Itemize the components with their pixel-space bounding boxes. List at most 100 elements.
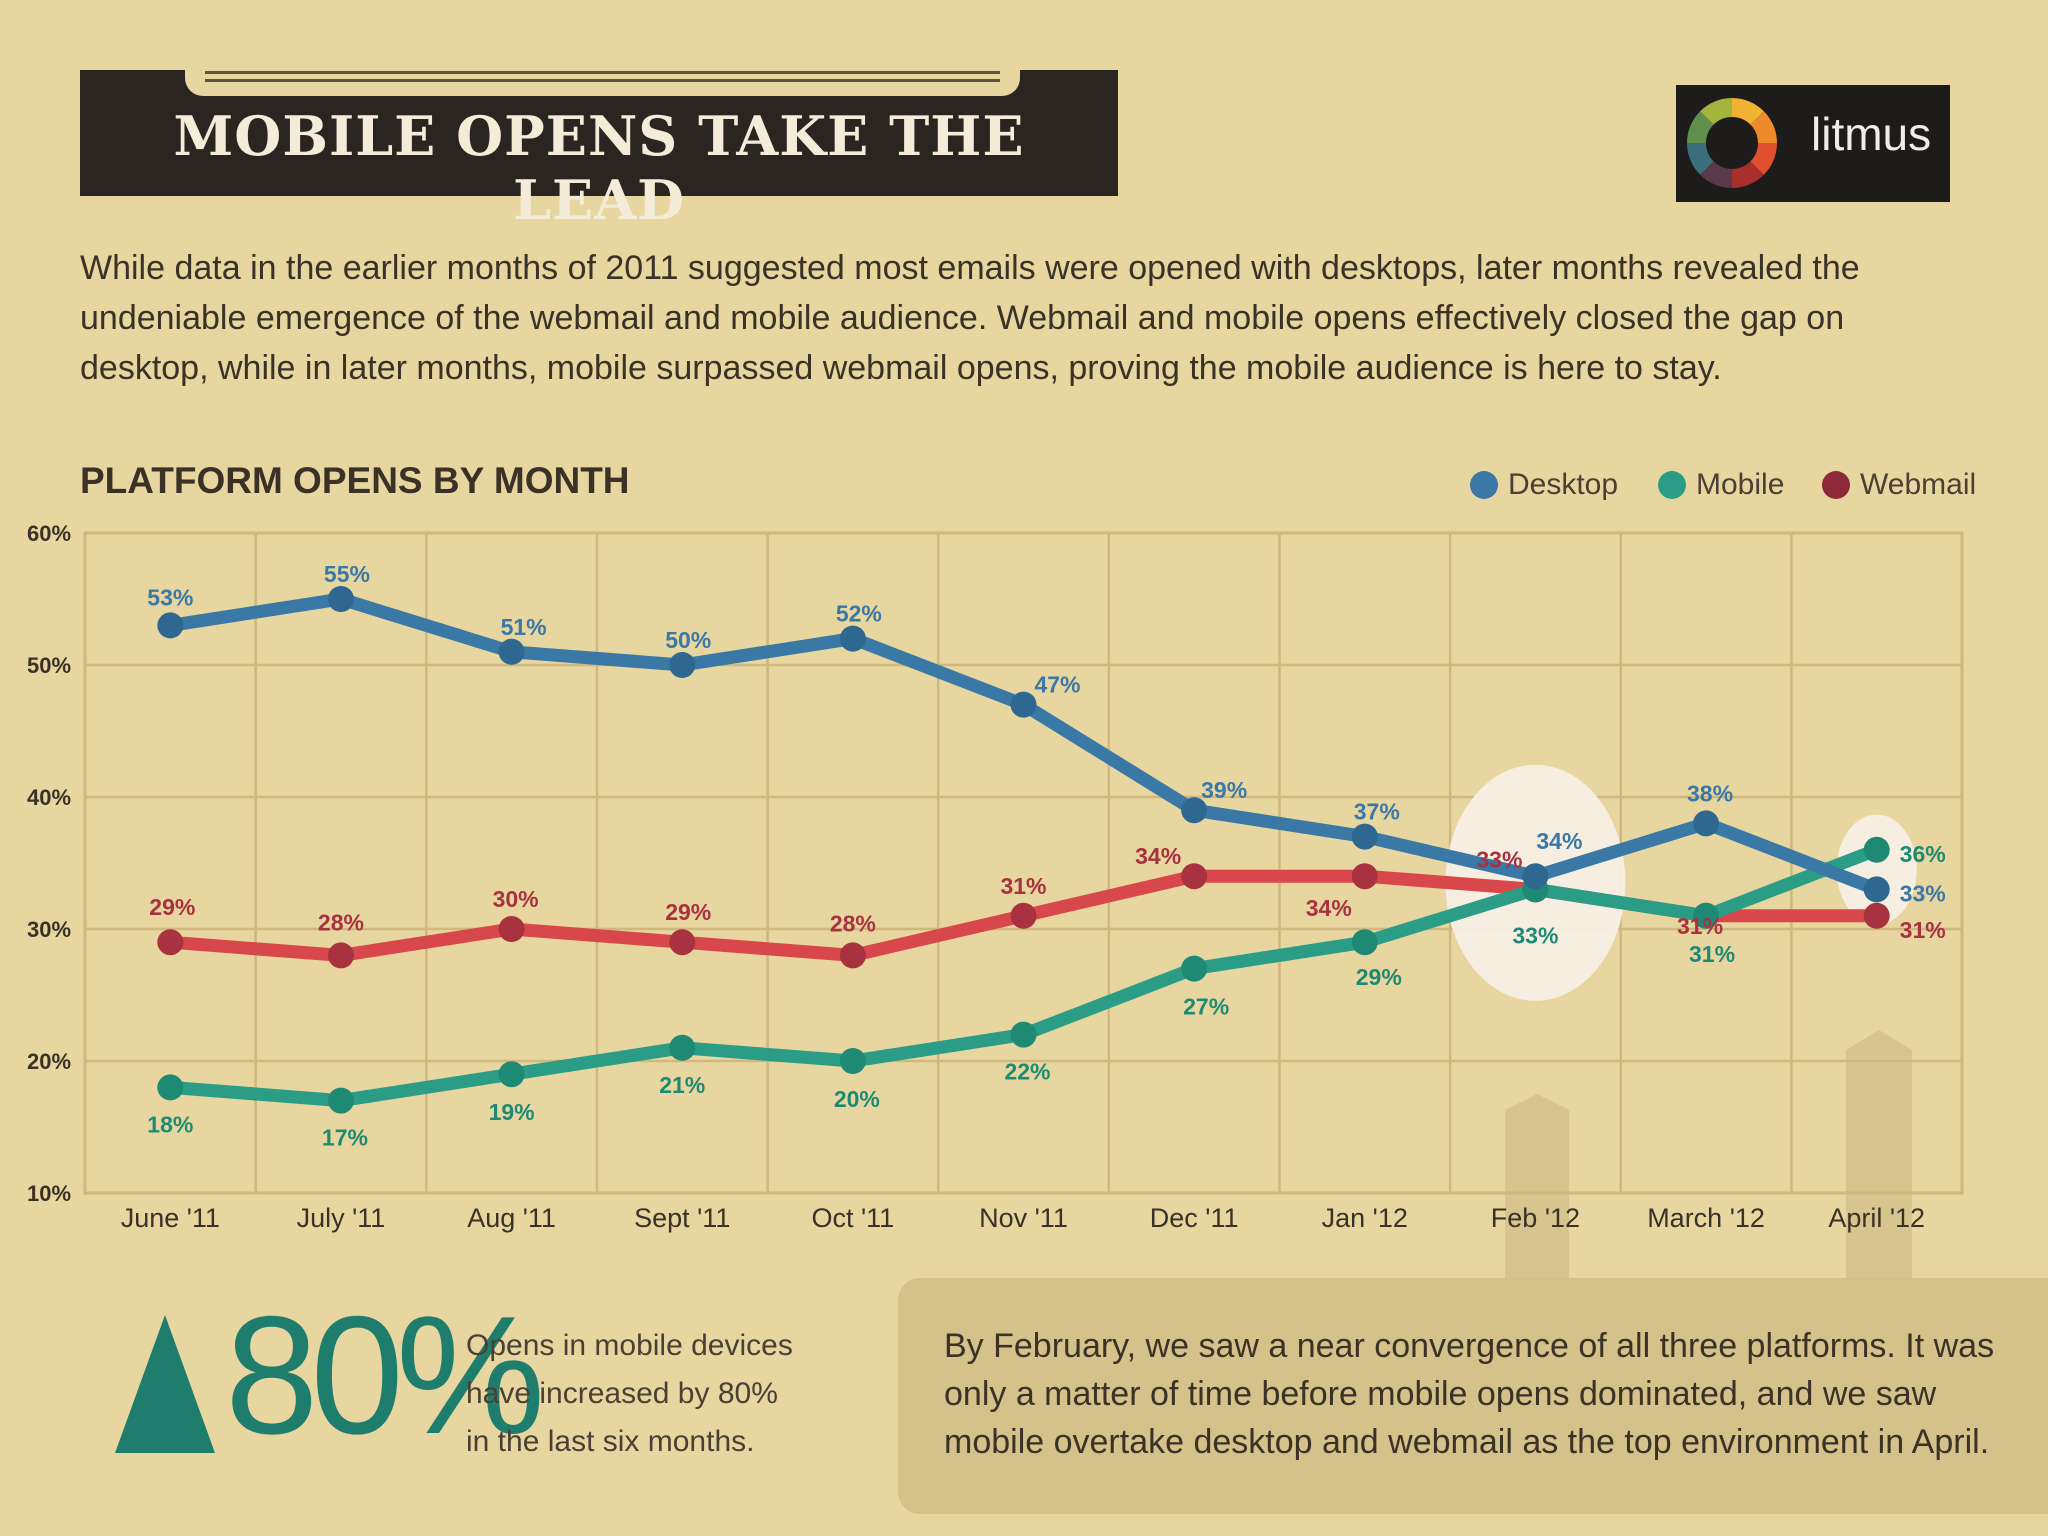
color-wheel-icon	[1687, 98, 1777, 188]
mobile-point	[1351, 929, 1378, 956]
legend-label-webmail: Webmail	[1860, 468, 1977, 501]
desktop-point	[1522, 863, 1549, 890]
webmail-point	[157, 929, 184, 956]
mobile-data-label: 29%	[1356, 964, 1402, 990]
y-tick-label: 10%	[27, 1181, 71, 1206]
webmail-point	[1863, 902, 1890, 929]
desktop-data-label: 39%	[1201, 777, 1247, 803]
desktop-data-label: 51%	[501, 614, 547, 640]
mobile-point	[839, 1048, 866, 1074]
mobile-point	[669, 1034, 696, 1061]
legend-label-mobile: Mobile	[1696, 468, 1785, 501]
x-tick-label: March '12	[1647, 1203, 1765, 1233]
webmail-data-label: 29%	[149, 894, 195, 920]
stat-description: Opens in mobile devices have increased b…	[466, 1329, 793, 1458]
x-tick-label: Jan '12	[1322, 1203, 1408, 1233]
x-tick-label: Aug '11	[467, 1203, 556, 1233]
webmail-point	[1181, 863, 1208, 890]
webmail-point	[327, 942, 354, 969]
webmail-data-label: 28%	[830, 910, 876, 936]
y-tick-label: 60%	[27, 521, 71, 546]
y-tick-label: 30%	[27, 917, 71, 942]
webmail-data-label: 28%	[318, 909, 364, 935]
callout-text: By February, we saw a near convergence o…	[944, 1327, 1995, 1461]
mobile-point	[498, 1061, 525, 1088]
intro-paragraph: While data in the earlier months of 2011…	[80, 249, 1860, 387]
mobile-data-label: 19%	[489, 1099, 535, 1125]
title-rule-top	[205, 71, 1000, 74]
mobile-point	[1010, 1021, 1037, 1048]
title-rule-bottom	[205, 79, 1000, 82]
mobile-point	[1181, 955, 1208, 982]
webmail-point	[1351, 863, 1378, 890]
mobile-point	[157, 1074, 184, 1101]
logo-wordmark: litmus	[1811, 108, 1932, 160]
plot-border	[83, 531, 1964, 1195]
x-tick-label: June '11	[121, 1203, 220, 1233]
mobile-legend-dot	[1658, 471, 1686, 499]
mobile-data-label: 18%	[147, 1111, 193, 1137]
desktop-point	[1181, 797, 1208, 824]
legend-item-mobile: Mobile	[1658, 468, 1784, 502]
mobile-data-label: 22%	[1004, 1059, 1050, 1085]
legend-item-desktop: Desktop	[1470, 468, 1618, 502]
x-tick-label: Nov '11	[979, 1203, 1068, 1233]
mobile-data-label: 33%	[1512, 922, 1558, 948]
desktop-point	[1010, 691, 1037, 718]
desktop-point	[839, 625, 866, 652]
desktop-data-label: 34%	[1536, 828, 1582, 854]
mobile-data-label: 21%	[659, 1072, 705, 1098]
x-tick-label: Feb '12	[1491, 1203, 1580, 1233]
mobile-data-label: 27%	[1183, 994, 1229, 1020]
webmail-data-label: 31%	[1677, 913, 1723, 939]
desktop-point	[1863, 876, 1890, 903]
mobile-point	[1693, 902, 1720, 929]
x-tick-label: Sept '11	[634, 1203, 730, 1233]
desktop-data-label: 52%	[836, 601, 882, 627]
webmail-legend-dot	[1822, 471, 1850, 499]
desktop-data-label: 53%	[147, 584, 193, 610]
y-tick-label: 50%	[27, 653, 71, 678]
webmail-data-label: 30%	[493, 886, 539, 912]
y-tick-label: 40%	[27, 785, 71, 810]
desktop-point	[1693, 810, 1720, 837]
desktop-point	[327, 586, 354, 612]
x-tick-label: Oct '11	[812, 1203, 895, 1233]
mobile-point	[327, 1087, 354, 1114]
webmail-data-label: 31%	[1900, 917, 1946, 943]
desktop-point	[498, 638, 525, 665]
y-tick-label: 20%	[27, 1049, 71, 1074]
litmus-logo: litmus	[1676, 85, 1950, 202]
desktop-data-label: 37%	[1354, 799, 1400, 825]
desktop-legend-dot	[1470, 471, 1498, 499]
webmail-point	[669, 929, 696, 956]
webmail-data-label: 34%	[1306, 895, 1352, 921]
desktop-data-label: 47%	[1034, 672, 1080, 698]
highlight-april	[1836, 814, 1917, 925]
legend-item-webmail: Webmail	[1822, 468, 1976, 502]
mobile-data-label: 36%	[1900, 841, 1946, 867]
webmail-data-label: 31%	[1000, 873, 1046, 899]
mobile-point	[1863, 836, 1890, 863]
webmail-data-label: 33%	[1476, 846, 1522, 872]
desktop-data-label: 55%	[324, 561, 370, 587]
webmail-point	[1010, 902, 1037, 929]
mobile-data-label: 20%	[834, 1086, 880, 1112]
x-tick-label: July '11	[297, 1203, 386, 1233]
decor-arrow-feb	[1505, 1094, 1569, 1282]
webmail-data-label: 34%	[1135, 843, 1181, 869]
mobile-data-label: 31%	[1689, 941, 1735, 967]
callout-box	[898, 1278, 2048, 1514]
decor-arrow-april	[1846, 1030, 1912, 1282]
desktop-point	[157, 612, 184, 639]
x-tick-label: April '12	[1828, 1203, 1925, 1233]
desktop-point	[669, 652, 696, 678]
stat-value: 80%	[225, 1281, 545, 1469]
webmail-point	[498, 916, 525, 942]
desktop-point	[1351, 823, 1378, 850]
desktop-data-label: 38%	[1687, 780, 1733, 806]
page-title: MOBILE OPENS TAKE THE LEAD	[173, 104, 1025, 232]
webmail-data-label: 29%	[665, 899, 711, 925]
desktop-data-label: 50%	[665, 627, 711, 653]
